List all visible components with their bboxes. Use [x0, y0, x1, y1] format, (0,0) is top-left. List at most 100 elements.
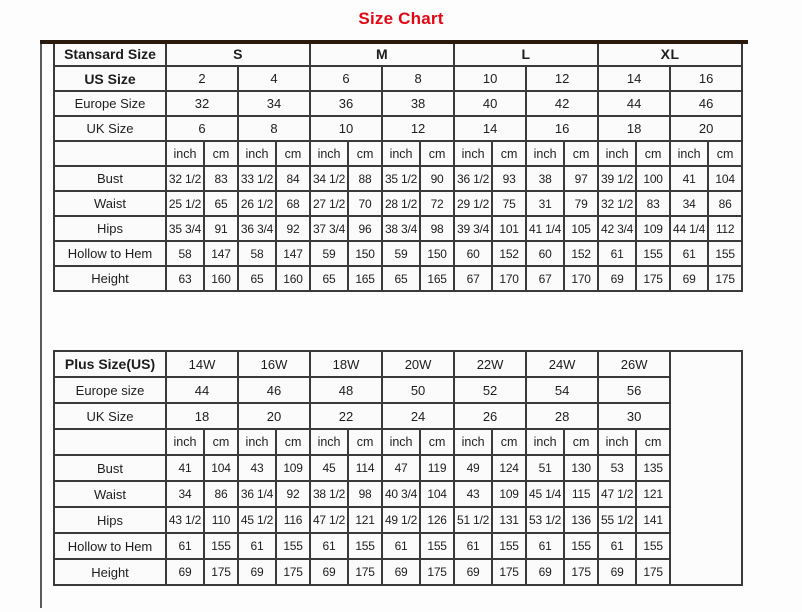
row-label: Waist [53, 190, 167, 217]
unit-inch-label: inch [309, 140, 350, 167]
measure-value-cell: 155 [347, 532, 384, 560]
measure-value-cell: 135 [635, 454, 672, 482]
unit-cm-label: cm [274, 140, 312, 167]
measure-value-cell: 38 [525, 165, 566, 192]
measure-value-cell: 41 1/4 [525, 215, 566, 242]
size-row: Europe Size 32 34 36 38 40 42 44 46 [53, 90, 744, 117]
measure-value-cell: 69 [237, 558, 278, 586]
size-value-cell: 6 [309, 65, 384, 92]
measure-value-cell: 65 [237, 265, 277, 292]
measure-value-cell: 97 [563, 165, 600, 192]
measure-value-cell: 147 [274, 240, 312, 267]
measure-value-cell: 25 1/2 [165, 190, 205, 217]
size-value-cell: 46 [669, 90, 744, 117]
measure-value-cell: 27 1/2 [309, 190, 350, 217]
measure-value-cell: 101 [491, 215, 528, 242]
unit-inch-label: inch [165, 140, 205, 167]
measure-value-cell: 38 1/2 [309, 480, 350, 508]
measure-value-cell: 61 [597, 240, 638, 267]
empty-label-cell [53, 140, 167, 167]
size-value-cell: 54 [525, 376, 600, 404]
size-group-row: Stansard Size S M L XL [53, 40, 744, 67]
unit-row: inch cm inch cm inch cm inch cm inch cm inch cm inch… [53, 428, 742, 456]
measure-value-cell: 55 1/2 [597, 506, 638, 534]
unit-inch-label: inch [597, 140, 638, 167]
unit-cm-label: cm [491, 140, 528, 167]
measure-value-cell: 147 [203, 240, 239, 267]
measure-value-cell: 170 [491, 265, 528, 292]
size-value-cell: 30 [597, 402, 672, 430]
size-value-cell: 8 [381, 65, 456, 92]
size-value-cell: 14 [597, 65, 672, 92]
measure-value-cell: 165 [347, 265, 384, 292]
plus-size-table-body: Plus Size(US) 14W 16W 18W 20W 22W 24W 26W Europe… [53, 350, 744, 586]
size-value-cell: 16 [669, 65, 744, 92]
unit-inch-label: inch [165, 428, 205, 456]
size-group-header: 26W [597, 350, 672, 378]
measure-value-cell: 34 1/2 [309, 165, 350, 192]
measure-value-cell: 98 [419, 215, 456, 242]
unit-inch-label: inch [525, 428, 566, 456]
size-value-cell: 18 [164, 402, 240, 430]
measure-value-cell: 61 [237, 532, 278, 560]
measure-value-cell: 35 3/4 [165, 215, 205, 242]
measure-value-cell: 69 [453, 558, 494, 586]
standard-size-table: Stansard Size S M L XL US Size 2 4 6 8 10 12 14 16 Eur… [53, 40, 744, 292]
unit-cm-label: cm [419, 140, 456, 167]
unit-cm-label: cm [202, 428, 240, 456]
size-value-cell: 2 [165, 65, 239, 92]
measure-value-cell: 37 3/4 [309, 215, 350, 242]
unit-inch-label: inch [309, 428, 350, 456]
measure-value-cell: 83 [635, 190, 672, 217]
unit-inch-label: inch [453, 428, 494, 456]
row-label: UK Size [53, 402, 167, 430]
measure-value-cell: 175 [635, 265, 672, 292]
measure-value-cell: 67 [453, 265, 494, 292]
size-group-header: S [164, 40, 312, 67]
measure-value-cell: 131 [491, 506, 528, 534]
page-title: Size Chart [358, 9, 444, 28]
row-label: US Size [53, 65, 167, 92]
measure-row: Hips 43 1/2 110 45 1/2 116 47 1/2 121 49 1/2 126… [53, 506, 742, 534]
measure-value-cell: 61 [525, 532, 566, 560]
size-group-header: M [309, 40, 456, 67]
unit-cm-label: cm [419, 428, 456, 456]
row-label: UK Size [53, 115, 167, 142]
size-value-cell: 6 [165, 115, 239, 142]
measure-value-cell: 141 [635, 506, 672, 534]
measure-value-cell: 155 [563, 532, 600, 560]
measure-value-cell: 61 [453, 532, 494, 560]
measure-value-cell: 34 [165, 480, 205, 508]
measure-value-cell: 39 1/2 [597, 165, 638, 192]
unit-cm-label: cm [275, 428, 312, 456]
measure-value-cell: 43 1/2 [165, 506, 205, 534]
measure-value-cell: 45 1/4 [525, 480, 566, 508]
empty-cell [669, 350, 744, 586]
row-label: Hollow to Hem [53, 240, 167, 267]
size-value-cell: 44 [164, 376, 240, 404]
unit-inch-label: inch [381, 140, 422, 167]
measure-value-cell: 61 [165, 532, 205, 560]
unit-cm-label: cm [203, 140, 239, 167]
size-value-cell: 40 [453, 90, 528, 117]
measure-value-cell: 45 1/2 [237, 506, 278, 534]
size-group-header: L [453, 40, 600, 67]
measure-value-cell: 35 1/2 [381, 165, 422, 192]
measure-value-cell: 155 [275, 532, 312, 560]
corner-label: Plus Size(US) [53, 350, 167, 378]
size-group-header: 22W [453, 350, 528, 378]
measure-value-cell: 61 [381, 532, 422, 560]
measure-value-cell: 160 [203, 265, 239, 292]
measure-value-cell: 96 [347, 215, 384, 242]
row-label: Europe size [53, 376, 167, 404]
measure-value-cell: 175 [563, 558, 600, 586]
measure-value-cell: 75 [491, 190, 528, 217]
measure-value-cell: 69 [309, 558, 350, 586]
unit-cm-label: cm [563, 428, 600, 456]
row-label: Hips [53, 506, 167, 534]
measure-value-cell: 155 [419, 532, 456, 560]
measure-value-cell: 63 [165, 265, 205, 292]
unit-inch-label: inch [381, 428, 422, 456]
unit-cm-label: cm [563, 140, 600, 167]
